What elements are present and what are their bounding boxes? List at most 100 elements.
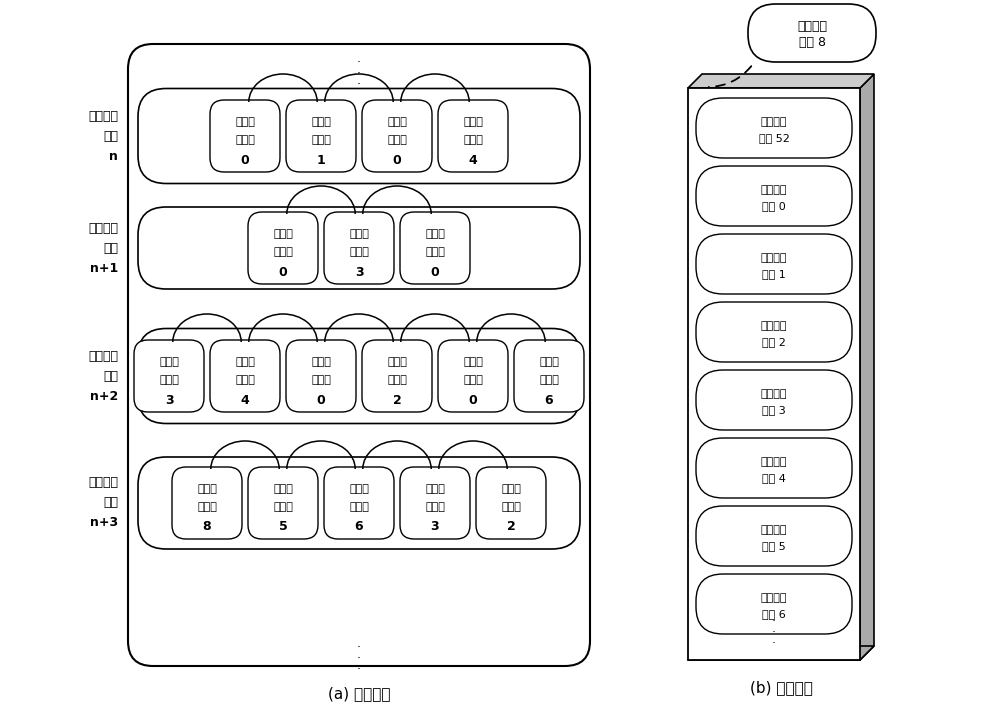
Text: 息内核: 息内核	[463, 135, 483, 145]
Text: 配置信: 配置信	[311, 357, 331, 367]
Text: 0: 0	[393, 154, 401, 166]
FancyBboxPatch shape	[138, 88, 580, 183]
FancyBboxPatch shape	[128, 44, 590, 666]
FancyBboxPatch shape	[248, 467, 318, 539]
Text: ·
·
·: · · ·	[357, 641, 361, 676]
Text: 息内核: 息内核	[539, 375, 559, 385]
Text: 配置信: 配置信	[159, 357, 179, 367]
Text: 配置信息: 配置信息	[761, 593, 787, 603]
Text: 息内核: 息内核	[311, 375, 331, 385]
Polygon shape	[688, 74, 874, 88]
Text: 配置信: 配置信	[425, 229, 445, 239]
Text: 配置信息: 配置信息	[761, 253, 787, 263]
Text: 0: 0	[431, 266, 439, 278]
Text: 内核 0: 内核 0	[762, 201, 786, 211]
FancyBboxPatch shape	[286, 340, 356, 412]
Text: 息内核: 息内核	[425, 502, 445, 512]
FancyBboxPatch shape	[514, 340, 584, 412]
Text: 0: 0	[317, 394, 325, 406]
FancyBboxPatch shape	[362, 340, 432, 412]
Text: 配置信息: 配置信息	[88, 476, 118, 489]
Text: n+3: n+3	[90, 517, 118, 530]
Text: 内核 4: 内核 4	[762, 473, 786, 483]
FancyBboxPatch shape	[688, 88, 860, 660]
Text: 6: 6	[355, 520, 363, 534]
Text: 配置信: 配置信	[197, 484, 217, 494]
Text: 配置信息: 配置信息	[88, 350, 118, 362]
Text: 配置信息: 配置信息	[761, 525, 787, 535]
Text: 5: 5	[279, 520, 287, 534]
FancyBboxPatch shape	[696, 370, 852, 430]
Text: 息内核: 息内核	[235, 135, 255, 145]
FancyBboxPatch shape	[138, 207, 580, 289]
Text: 内核 8: 内核 8	[799, 37, 826, 50]
Text: 内核 6: 内核 6	[762, 609, 786, 619]
Text: 配置信: 配置信	[235, 357, 255, 367]
Text: ·
·
·: · · ·	[357, 56, 361, 91]
FancyBboxPatch shape	[248, 212, 318, 284]
Text: 配置信: 配置信	[501, 484, 521, 494]
Text: 配置信: 配置信	[387, 117, 407, 127]
Text: 息内核: 息内核	[387, 135, 407, 145]
Text: n+2: n+2	[90, 389, 118, 403]
Text: 0: 0	[279, 266, 287, 278]
Text: 4: 4	[469, 154, 477, 166]
FancyBboxPatch shape	[476, 467, 546, 539]
Text: 配置信息: 配置信息	[761, 457, 787, 467]
FancyBboxPatch shape	[696, 438, 852, 498]
Text: 配置信: 配置信	[273, 229, 293, 239]
Text: 配置信: 配置信	[425, 484, 445, 494]
Text: 息内核: 息内核	[349, 247, 369, 257]
Text: 配置信息: 配置信息	[797, 20, 827, 33]
FancyBboxPatch shape	[400, 212, 470, 284]
Text: 息内核: 息内核	[235, 375, 255, 385]
Text: 6: 6	[545, 394, 553, 406]
Text: 0: 0	[241, 154, 249, 166]
Text: 息内核: 息内核	[349, 502, 369, 512]
Text: 内核 52: 内核 52	[759, 133, 789, 143]
Text: 3: 3	[431, 520, 439, 534]
FancyBboxPatch shape	[748, 4, 876, 62]
Text: 配置信息: 配置信息	[761, 185, 787, 195]
FancyBboxPatch shape	[324, 212, 394, 284]
FancyBboxPatch shape	[286, 100, 356, 172]
FancyBboxPatch shape	[696, 98, 852, 158]
Text: 息内核: 息内核	[387, 375, 407, 385]
Text: ·
·
·: · · ·	[772, 615, 776, 650]
Text: 内核 2: 内核 2	[762, 337, 786, 347]
FancyBboxPatch shape	[138, 329, 580, 423]
Text: 息内核: 息内核	[273, 247, 293, 257]
Text: 息内核: 息内核	[463, 375, 483, 385]
Text: 息内核: 息内核	[311, 135, 331, 145]
Text: 内核 1: 内核 1	[762, 269, 786, 279]
Text: 群组: 群组	[103, 130, 118, 142]
Text: 息内核: 息内核	[159, 375, 179, 385]
FancyBboxPatch shape	[696, 506, 852, 566]
FancyBboxPatch shape	[438, 100, 508, 172]
FancyBboxPatch shape	[134, 340, 204, 412]
Text: 配置信: 配置信	[273, 484, 293, 494]
FancyBboxPatch shape	[696, 166, 852, 226]
Polygon shape	[860, 74, 874, 660]
Text: 内核 3: 内核 3	[762, 405, 786, 415]
Text: 群组: 群组	[103, 241, 118, 254]
Text: 3: 3	[165, 394, 173, 406]
Text: 息内核: 息内核	[501, 502, 521, 512]
Text: 配置信: 配置信	[539, 357, 559, 367]
Text: 配置信息: 配置信息	[761, 117, 787, 127]
Text: 配置信: 配置信	[387, 357, 407, 367]
FancyBboxPatch shape	[438, 340, 508, 412]
FancyBboxPatch shape	[210, 340, 280, 412]
Text: 配置信: 配置信	[349, 229, 369, 239]
Text: 群组: 群组	[103, 496, 118, 510]
Text: 配置信息: 配置信息	[761, 321, 787, 331]
Text: 0: 0	[469, 394, 477, 406]
Text: 8: 8	[203, 520, 211, 534]
Text: 配置信: 配置信	[311, 117, 331, 127]
FancyBboxPatch shape	[362, 100, 432, 172]
Text: 息内核: 息内核	[425, 247, 445, 257]
FancyBboxPatch shape	[324, 467, 394, 539]
Text: 配置信: 配置信	[235, 117, 255, 127]
Text: 2: 2	[507, 520, 515, 534]
FancyBboxPatch shape	[696, 302, 852, 362]
